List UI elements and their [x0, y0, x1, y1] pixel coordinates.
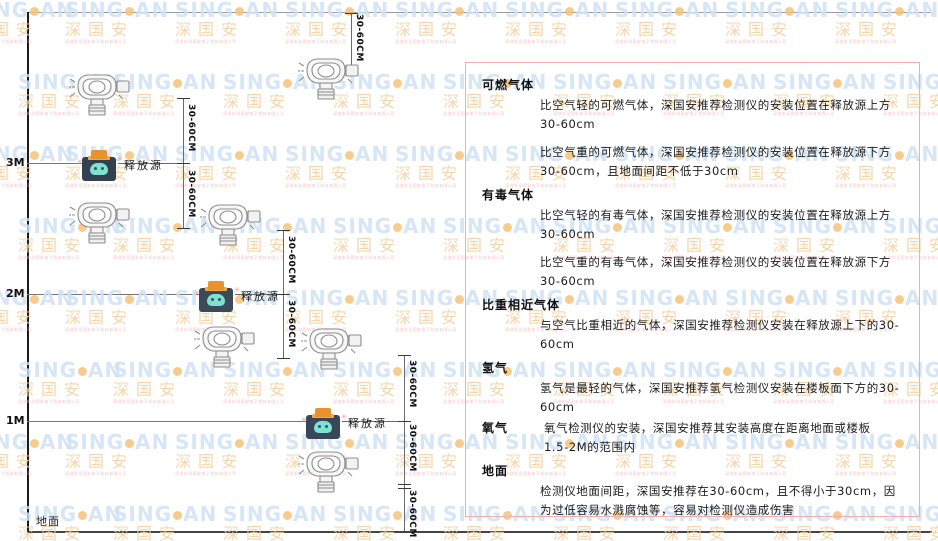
dimension-label: 30-60CM — [407, 424, 417, 472]
panel-paragraph: 比空气轻的有毒气体，深国安推荐检测仪的安装位置在释放源上方30-60cm — [540, 208, 891, 241]
panel-section-heading: 可燃气体 — [482, 78, 535, 92]
panel-paragraph: 比空气轻的可燃气体，深国安推荐检测仪的安装位置在释放源上方30-60cm — [540, 98, 891, 131]
ground-label: 地面 — [36, 515, 60, 528]
panel-section-heading: 有毒气体 — [482, 188, 535, 202]
dimension-label: 30-60CM — [354, 14, 364, 62]
info-panel-body: 可燃气体 比空气轻的可燃气体，深国安推荐检测仪的安装位置在释放源上方30-60cm… — [466, 63, 919, 517]
dimension-tick — [277, 230, 290, 231]
panel-section-heading: 氢气 — [482, 361, 509, 375]
release-source-label: 释放源 — [241, 290, 280, 303]
panel-section: 地面检测仪地面间距，深国安推荐在30-60cm，且不得小于30cm，因为过低容易… — [482, 462, 905, 520]
dimension-tick — [177, 163, 190, 164]
dimension-label: 30-60CM — [407, 490, 417, 538]
dimension-tick — [177, 228, 190, 229]
gridline-3m — [27, 163, 82, 164]
y-label-1m: 1M — [6, 414, 25, 427]
info-panel: 可燃气体 比空气轻的可燃气体，深国安推荐检测仪的安装位置在释放源上方30-60cm… — [465, 62, 920, 517]
panel-section: 有毒气体 比空气轻的有毒气体，深国安推荐检测仪的安装位置在释放源上方30-60cm… — [482, 186, 905, 291]
dimension-line — [404, 355, 405, 531]
panel-paragraph: 氧气检测仪的安装，深国安推荐其安装高度在距离地面或楼板1.5-2M的范围内 — [544, 421, 871, 454]
panel-paragraph: 检测仪地面间距，深国安推荐在30-60cm，且不得小于30cm，因为过低容易水溅… — [540, 484, 896, 517]
dimension-tick — [398, 355, 411, 356]
release-source-label: 释放源 — [124, 159, 163, 172]
gas-detector-icon — [297, 52, 365, 108]
panel-section-heading: 地面 — [482, 464, 509, 478]
gas-detector-icon — [193, 320, 261, 376]
dimension-label: 30-60CM — [286, 300, 296, 348]
y-label-2m: 2M — [6, 287, 25, 300]
gas-detector-icon — [68, 196, 136, 252]
vertical-axis — [27, 12, 29, 533]
dimension-label: 30-60CM — [286, 236, 296, 284]
dimension-tick — [177, 98, 190, 99]
gas-detector-icon — [297, 445, 365, 501]
dimension-tick — [277, 294, 290, 295]
gridline-1m — [27, 421, 312, 422]
dimension-leader — [235, 294, 284, 295]
y-label-3m: 3M — [6, 156, 25, 169]
panel-section: 氧气 氧气检测仪的安装，深国安推荐其安装高度在距离地面或楼板1.5-2M的范围内 — [482, 419, 905, 457]
dimension-leader — [118, 163, 184, 164]
dimension-label: 30-60CM — [407, 360, 417, 408]
panel-section: 氢气氢气是最轻的气体，深国安推荐氢气检测仪安装在楼板面下方的30-60cm — [482, 359, 905, 417]
dimension-tick — [398, 421, 411, 422]
panel-section-heading: 比重相近气体 — [482, 298, 561, 312]
dimension-tick — [398, 484, 411, 485]
frame-top-edge — [27, 12, 932, 13]
panel-paragraph: 比空气重的可燃气体，深国安推荐检测仪的安装位置在释放源下方30-60cm，且地面… — [540, 145, 891, 178]
gas-detector-icon — [300, 322, 368, 378]
dimension-label: 30-60CM — [186, 170, 196, 218]
release-source-label: 释放源 — [348, 417, 387, 430]
dimension-line — [351, 13, 352, 67]
panel-paragraph: 与空气比重相近的气体，深国安推荐检测仪安装在释放源上下的30-60cm — [540, 318, 900, 351]
dimension-label: 30-60CM — [186, 104, 196, 152]
dimension-tick — [398, 488, 411, 489]
frame-bottom-edge — [27, 531, 932, 533]
panel-paragraph: 比空气重的有毒气体，深国安推荐检测仪的安装位置在释放源下方30-60cm — [540, 255, 891, 288]
gridline-2m — [27, 294, 212, 295]
gas-detector-icon — [199, 198, 267, 254]
panel-section-heading: 氧气 — [482, 421, 509, 435]
dimension-tick — [277, 358, 290, 359]
panel-section: 比重相近气体与空气比重相近的气体，深国安推荐检测仪安装在释放源上下的30-60c… — [482, 296, 905, 354]
panel-section: 可燃气体 比空气轻的可燃气体，深国安推荐检测仪的安装位置在释放源上方30-60cm… — [482, 76, 905, 181]
panel-paragraph: 氢气是最轻的气体，深国安推荐氢气检测仪安装在楼板面下方的30-60cm — [540, 381, 900, 414]
gas-detector-icon — [68, 68, 136, 124]
dimension-leader — [342, 421, 405, 422]
